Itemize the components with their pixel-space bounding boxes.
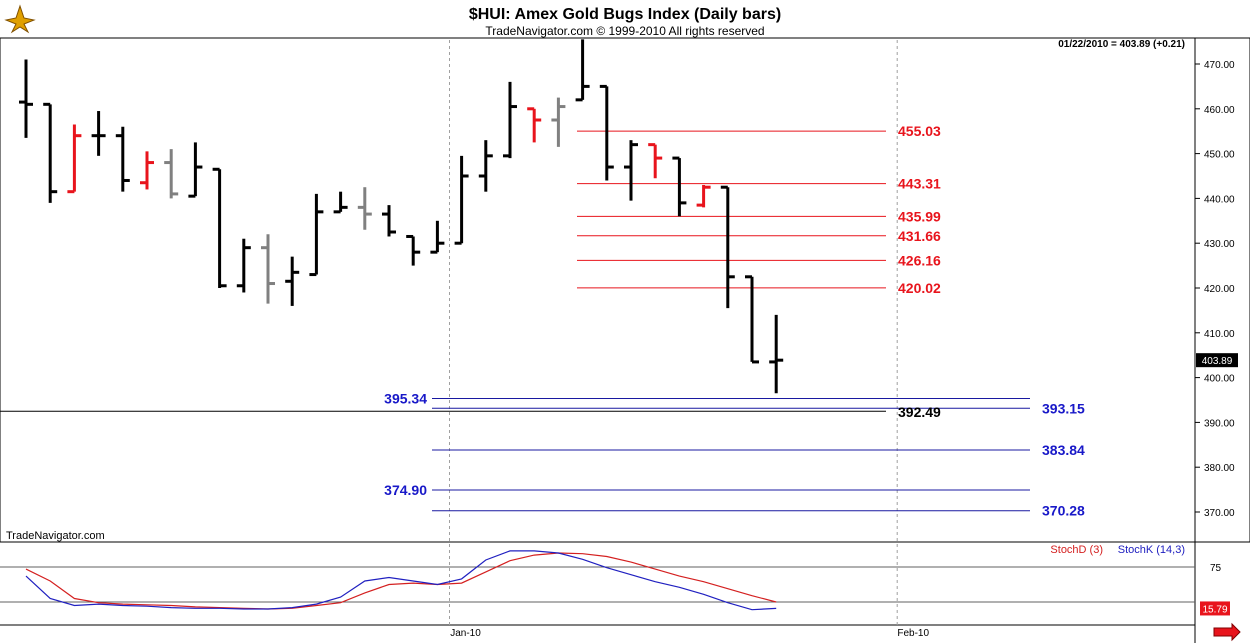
price-panel-border: [0, 37, 1250, 543]
trade-navigator-logo: [4, 4, 36, 34]
red-level-label-5: 420.02: [898, 280, 941, 296]
ohlc-bar-21: [527, 107, 542, 143]
ohlc-bar-7: [188, 142, 203, 198]
ohlc-bar-27: [672, 156, 687, 217]
ohlc-bar-9: [236, 238, 251, 293]
y-tick-label-4: 410.00: [1204, 329, 1235, 340]
y-tick-label-6: 430.00: [1204, 239, 1235, 250]
red-level-label-3: 431.66: [898, 228, 941, 244]
ohlc-bar-0: [19, 59, 33, 138]
ohlc-bar-23: [575, 39, 590, 102]
red-level-label-2: 435.99: [898, 208, 941, 224]
ohlc-bar-15: [382, 205, 396, 237]
y-tick-label-9: 460.00: [1204, 105, 1235, 116]
legend-stochd: StochD (3): [1050, 544, 1103, 556]
ohlc-bar-29: [720, 185, 735, 309]
legend-stochk: StochK (14,3): [1118, 544, 1185, 556]
blue-level-label-4: 370.28: [1042, 503, 1085, 519]
ohlc-bar-25: [624, 140, 638, 201]
blue-level-label-3: 374.90: [384, 482, 427, 498]
blue-level-label-1: 393.15: [1042, 400, 1085, 416]
month-gridlines: [449, 40, 898, 625]
watermark: TradeNavigator.com: [6, 530, 105, 542]
stoch-tick-label-0: 75: [1210, 563, 1222, 574]
price-y-axis: 370.00 380.00 390.00 400.00 410.00 420.00 430.…: [1195, 60, 1235, 519]
ohlc-bar-4: [115, 126, 130, 192]
y-tick-label-8: 450.00: [1204, 150, 1235, 161]
ohlc-bar-2: [67, 124, 82, 194]
y-tick-label-5: 420.00: [1204, 284, 1235, 295]
fib-levels: 455.03 443.31 435.99 431.66 426.16 420.02 395.…: [0, 123, 1085, 519]
ohlc-bar-31: [769, 314, 784, 394]
ohlc-bar-18: [454, 155, 469, 245]
stoch-last-label: 15.79: [1202, 604, 1227, 615]
red-level-label-0: 455.03: [898, 123, 941, 139]
blue-level-label-2: 383.84: [1042, 442, 1085, 458]
red-level-label-4: 426.16: [898, 252, 941, 268]
y-tick-label-10: 470.00: [1204, 60, 1235, 71]
ohlc-bar-11: [285, 256, 300, 306]
ohlc-bar-16: [406, 234, 421, 266]
ohlc-bar-8: [212, 167, 227, 288]
chart-subtitle: TradeNavigator.com © 1999-2010 All right…: [485, 24, 764, 38]
x-axis: Jan-10 Feb-10: [450, 628, 929, 639]
stoch-series-0: [25, 552, 777, 610]
x-tick-label-1: Feb-10: [897, 628, 929, 639]
y-tick-label-7: 440.00: [1204, 194, 1235, 205]
ohlc-bar-10: [261, 234, 275, 304]
ohlc-bar-13: [333, 191, 348, 214]
ohlc-bar-24: [599, 84, 614, 181]
ohlc-bars: [19, 39, 784, 394]
stoch-series-1: [25, 550, 777, 611]
blue-level-label-0: 395.34: [384, 390, 427, 406]
y-tick-label-3: 400.00: [1204, 374, 1235, 385]
ohlc-bar-1: [43, 102, 58, 203]
y-tick-label-2: 390.00: [1204, 418, 1235, 429]
ohlc-bar-30: [745, 275, 759, 364]
chart-title: $HUI: Amex Gold Bugs Index (Daily bars): [469, 6, 781, 23]
ohlc-bar-12: [309, 193, 324, 277]
ohlc-bar-5: [140, 151, 154, 190]
ohlc-bar-26: [648, 143, 663, 179]
ohlc-bar-20: [503, 81, 517, 159]
y-tick-label-0: 370.00: [1204, 508, 1235, 519]
ohlc-bar-14: [357, 187, 372, 230]
x-tick-label-0: Jan-10: [450, 628, 481, 639]
ohlc-bar-22: [551, 97, 566, 147]
ohlc-bar-28: [696, 184, 711, 208]
last-price-label: 403.89: [1202, 356, 1233, 367]
last-price-marker: 403.89: [1196, 353, 1238, 368]
y-tick-label-1: 380.00: [1204, 463, 1235, 474]
ohlc-bar-19: [478, 140, 493, 192]
stochastic-panel: 75 15.79: [0, 550, 1230, 616]
ohlc-bar-6: [164, 149, 179, 199]
price-readout: 01/22/2010 = 403.89 (+0.21): [1058, 39, 1185, 50]
ohlc-bar-17: [430, 220, 445, 254]
last-price-box: [1196, 353, 1238, 368]
stoch-last-box: [1200, 601, 1230, 616]
black-level-label: 392.49: [898, 404, 941, 420]
red-level-label-1: 443.31: [898, 176, 941, 192]
scroll-right-arrow-icon[interactable]: [1213, 622, 1241, 642]
ohlc-bar-3: [91, 111, 106, 156]
